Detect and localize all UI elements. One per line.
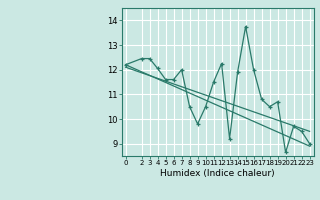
X-axis label: Humidex (Indice chaleur): Humidex (Indice chaleur) (160, 169, 275, 178)
